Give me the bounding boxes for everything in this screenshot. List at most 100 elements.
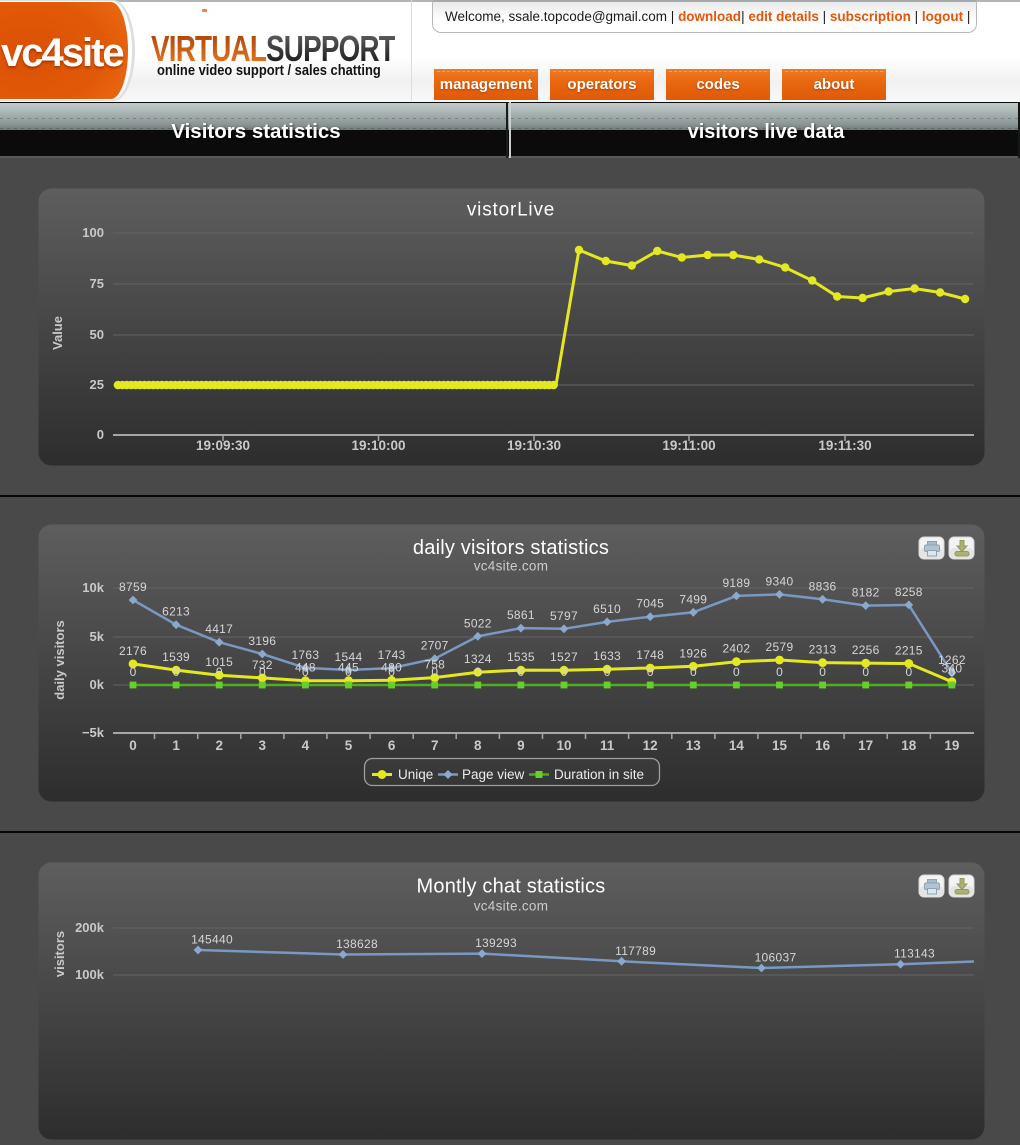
- svg-text:7499: 7499: [679, 592, 707, 606]
- svg-text:138628: 138628: [336, 937, 378, 951]
- svg-text:6: 6: [388, 738, 396, 753]
- svg-text:1539: 1539: [162, 650, 190, 664]
- svg-text:0: 0: [345, 665, 352, 679]
- svg-text:0: 0: [129, 738, 137, 753]
- svg-text:6510: 6510: [593, 602, 621, 616]
- svg-text:5: 5: [345, 738, 353, 753]
- svg-text:19:10:00: 19:10:00: [351, 438, 405, 453]
- svg-text:480: 480: [381, 660, 402, 674]
- svg-text:200k: 200k: [75, 920, 105, 935]
- svg-text:vc4site.com: vc4site.com: [474, 559, 549, 574]
- svg-text:3196: 3196: [248, 634, 276, 648]
- svg-text:758: 758: [424, 658, 445, 672]
- svg-text:Page view: Page view: [462, 767, 525, 782]
- svg-text:2313: 2313: [809, 643, 837, 657]
- svg-text:8258: 8258: [895, 585, 923, 599]
- svg-text:2579: 2579: [766, 640, 794, 654]
- svg-text:8182: 8182: [852, 586, 880, 600]
- svg-text:445: 445: [338, 661, 359, 675]
- svg-text:1324: 1324: [464, 652, 492, 666]
- svg-text:0: 0: [388, 665, 395, 679]
- svg-text:117789: 117789: [615, 944, 656, 958]
- svg-text:17: 17: [858, 738, 873, 753]
- svg-text:1544: 1544: [335, 650, 363, 664]
- svg-text:3: 3: [259, 738, 267, 753]
- svg-text:5797: 5797: [550, 609, 578, 623]
- svg-text:448: 448: [295, 661, 316, 675]
- svg-text:9340: 9340: [766, 574, 794, 588]
- svg-text:10k: 10k: [82, 580, 104, 595]
- svg-text:1527: 1527: [550, 650, 578, 664]
- svg-text:2707: 2707: [421, 639, 449, 653]
- svg-text:Duration in site: Duration in site: [554, 767, 644, 782]
- svg-text:19: 19: [944, 738, 959, 753]
- svg-text:113143: 113143: [894, 947, 935, 961]
- svg-text:1: 1: [172, 738, 180, 753]
- svg-text:19:11:30: 19:11:30: [818, 438, 871, 453]
- svg-text:0: 0: [733, 665, 740, 679]
- svg-text:0: 0: [302, 665, 309, 679]
- svg-text:0: 0: [173, 665, 180, 679]
- svg-text:0: 0: [216, 665, 223, 679]
- svg-text:Value: Value: [50, 316, 65, 350]
- svg-text:145440: 145440: [191, 933, 233, 947]
- svg-text:0: 0: [97, 427, 104, 442]
- svg-text:daily visitors: daily visitors: [52, 620, 67, 699]
- svg-text:1748: 1748: [636, 648, 664, 662]
- svg-text:8759: 8759: [119, 580, 147, 594]
- svg-text:7: 7: [431, 738, 439, 753]
- svg-text:10: 10: [556, 738, 571, 753]
- svg-text:100: 100: [82, 225, 104, 240]
- svg-text:732: 732: [252, 658, 273, 672]
- svg-text:1926: 1926: [679, 646, 707, 660]
- svg-text:2215: 2215: [895, 644, 923, 658]
- svg-text:0: 0: [431, 665, 438, 679]
- svg-text:vistorLive: vistorLive: [467, 200, 555, 221]
- svg-text:0: 0: [949, 665, 956, 679]
- svg-text:19:10:30: 19:10:30: [507, 438, 561, 453]
- svg-text:0: 0: [819, 665, 826, 679]
- svg-text:visitors: visitors: [52, 931, 67, 977]
- svg-text:0: 0: [862, 665, 869, 679]
- svg-text:0: 0: [690, 665, 697, 679]
- svg-text:9: 9: [517, 738, 525, 753]
- svg-text:5022: 5022: [464, 616, 492, 630]
- svg-text:1633: 1633: [593, 649, 621, 663]
- svg-text:13: 13: [686, 738, 702, 753]
- svg-text:0: 0: [561, 665, 568, 679]
- svg-text:1743: 1743: [378, 648, 406, 662]
- svg-text:5k: 5k: [90, 629, 105, 644]
- svg-text:8: 8: [474, 738, 482, 753]
- svg-text:−5k: −5k: [82, 725, 105, 740]
- svg-text:Uniqe: Uniqe: [398, 767, 433, 782]
- svg-text:2402: 2402: [722, 642, 750, 656]
- svg-text:106037: 106037: [755, 951, 797, 965]
- svg-text:Montly chat statistics: Montly chat statistics: [417, 876, 606, 898]
- svg-text:50: 50: [90, 327, 104, 342]
- svg-text:daily visitors statistics: daily visitors statistics: [413, 537, 609, 559]
- svg-text:15: 15: [772, 738, 788, 753]
- svg-text:1535: 1535: [507, 650, 535, 664]
- svg-text:11: 11: [600, 738, 615, 753]
- svg-text:18: 18: [901, 738, 917, 753]
- svg-text:0: 0: [776, 665, 783, 679]
- svg-text:0: 0: [518, 665, 525, 679]
- svg-text:16: 16: [815, 738, 831, 753]
- svg-text:0: 0: [474, 665, 481, 679]
- svg-text:5861: 5861: [507, 608, 535, 622]
- svg-text:75: 75: [90, 276, 104, 291]
- svg-text:8836: 8836: [809, 579, 837, 593]
- svg-text:0: 0: [905, 665, 912, 679]
- svg-text:139293: 139293: [475, 936, 517, 950]
- svg-text:2: 2: [215, 738, 223, 753]
- svg-text:9189: 9189: [722, 576, 750, 590]
- svg-text:1763: 1763: [291, 648, 319, 662]
- svg-text:12: 12: [643, 738, 658, 753]
- svg-text:2176: 2176: [119, 644, 147, 658]
- svg-text:19:11:00: 19:11:00: [662, 438, 715, 453]
- svg-text:2256: 2256: [852, 643, 880, 657]
- svg-text:0: 0: [130, 665, 137, 679]
- svg-text:100k: 100k: [75, 967, 105, 982]
- svg-text:19:09:30: 19:09:30: [196, 438, 250, 453]
- svg-text:0: 0: [604, 665, 611, 679]
